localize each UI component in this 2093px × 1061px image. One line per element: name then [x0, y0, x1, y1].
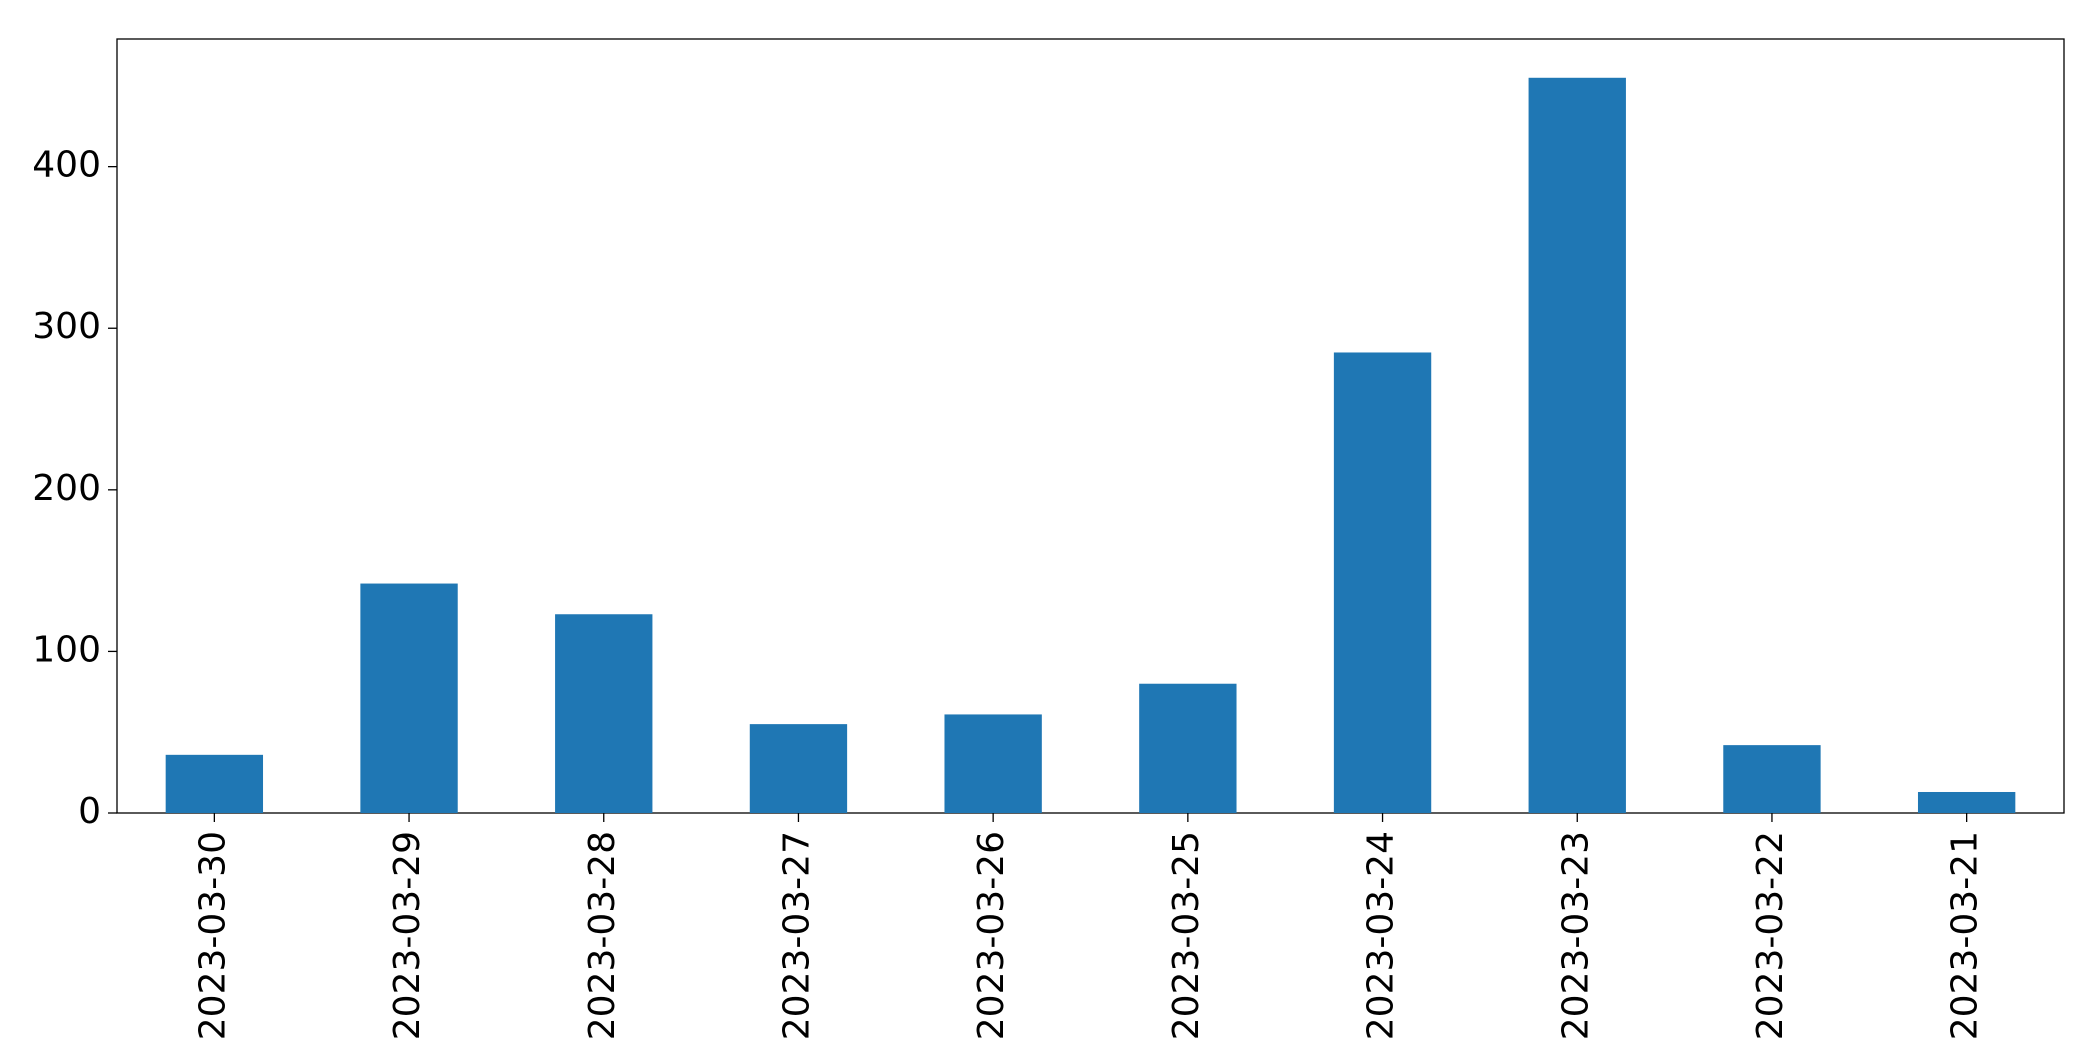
bar — [1917, 791, 2016, 813]
y-tick-label: 200 — [32, 468, 101, 509]
x-tick-label: 2023-03-27 — [776, 831, 817, 1040]
bar — [555, 614, 653, 813]
bar — [1333, 352, 1432, 813]
y-tick-label: 400 — [32, 145, 101, 186]
x-tick-label: 2023-03-30 — [192, 831, 233, 1040]
bar — [1528, 77, 1626, 814]
bar — [360, 583, 458, 813]
x-tick-label: 2023-03-26 — [971, 831, 1012, 1040]
bar — [1139, 683, 1237, 813]
x-tick-label: 2023-03-29 — [387, 831, 428, 1040]
x-tick-label: 2023-03-22 — [1750, 831, 1791, 1040]
bar — [749, 724, 848, 813]
x-tick-label: 2023-03-23 — [1555, 831, 1596, 1040]
bar — [1723, 745, 1821, 813]
y-tick-label: 100 — [32, 629, 101, 670]
bar — [944, 714, 1042, 813]
bar — [165, 754, 264, 813]
plot-frame — [116, 38, 2065, 814]
x-tick-label: 2023-03-28 — [582, 831, 623, 1040]
y-tick-label: 0 — [78, 791, 101, 832]
x-tick-label: 2023-03-21 — [1945, 831, 1986, 1040]
y-tick-label: 300 — [32, 306, 101, 347]
x-tick-label: 2023-03-24 — [1361, 831, 1402, 1040]
x-tick-label: 2023-03-25 — [1166, 831, 1207, 1040]
